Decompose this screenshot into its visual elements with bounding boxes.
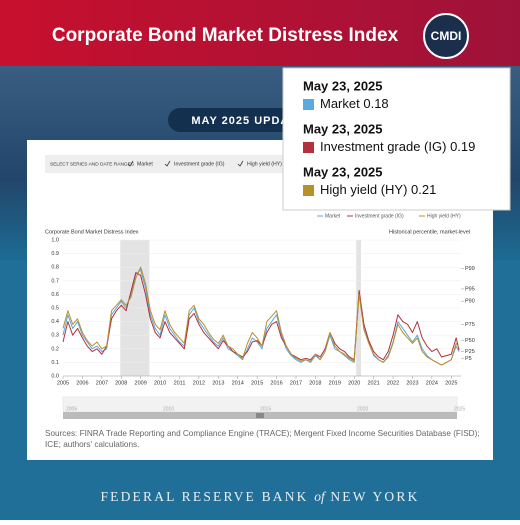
y2-tick-label: P75 [465,322,475,328]
range-label: 2015 [260,406,271,412]
tooltip-series: Market [320,96,360,111]
checkbox [127,160,134,167]
tooltip-series: Investment grade (IG) [320,139,446,154]
y2-tick-label: P95 [465,286,475,292]
x-tick-label: 2019 [329,380,341,386]
checkbox-label: Market [137,161,153,167]
footer-part: FEDERAL RESERVE BANK [100,489,308,504]
y-tick-label: 0.5 [51,305,59,311]
x-tick-label: 2013 [212,380,224,386]
tooltip-swatch [303,185,314,196]
controls-label: SELECT SERIES AND DATE RANGES [50,161,134,167]
y2-tick-label: P50 [465,338,475,344]
x-tick-label: 2014 [232,380,244,386]
badge [423,13,469,59]
y-tick-label: 0.7 [51,278,59,284]
tooltip-date: May 23, 2025 [303,78,383,93]
tooltip-series: High yield (HY) [320,182,407,197]
tooltip-swatch [303,99,314,110]
x-tick-label: 2020 [348,380,360,386]
y2-label: Historical percentile, market-level [389,229,470,235]
legend-label: High yield (HY) [427,213,461,219]
y2-tick-label: P99 [465,266,475,272]
footer-part: NEW YORK [330,489,419,504]
x-tick-label: 2022 [387,380,399,386]
x-tick-label: 2008 [115,380,127,386]
checkbox-label: High yield (HY) [247,161,282,167]
legend-label: Investment grade (IG) [355,213,404,219]
y-tick-label: 0.0 [51,373,59,379]
tooltip-entry: High yield (HY) 0.21 [320,182,436,197]
checkbox [237,160,244,167]
scroll-handle[interactable] [256,413,264,418]
y-tick-label: 1.0 [51,237,59,243]
tooltip-entry: Market 0.18 [320,96,389,111]
title: Corporate Bond Market Distress Index [52,25,399,46]
tooltip [282,67,511,211]
y2-tick-label: P25 [465,349,475,355]
x-tick-label: 2012 [193,380,205,386]
x-tick-label: 2011 [174,380,186,386]
x-tick-label: 2009 [135,380,147,386]
y-tick-label: 0.8 [51,265,59,271]
x-tick-label: 2021 [368,380,380,386]
tooltip-value: 0.21 [411,182,436,197]
y-tick-label: 0.3 [51,333,59,339]
tooltip-entry: Investment grade (IG) 0.19 [320,139,475,154]
footer: FEDERAL RESERVE BANK of NEW YORK [100,489,419,504]
x-tick-label: 2024 [426,380,438,386]
y-tick-label: 0.6 [51,292,59,298]
tooltip-value: 0.18 [363,96,388,111]
x-tick-label: 2017 [290,380,302,386]
range-label: 2020 [357,406,368,412]
update-label: MAY 2025 UPDATE [191,115,304,127]
checkbox-label: Investment grade (IG) [174,161,225,167]
range-label: 2025 [454,406,465,412]
x-tick-label: 2025 [445,380,457,386]
checkbox [164,160,171,167]
x-tick-label: 2023 [406,380,418,386]
x-tick-label: 2016 [270,380,282,386]
range-label: 2010 [163,406,174,412]
x-tick-label: 2010 [154,380,166,386]
legend-label: Market [325,213,341,219]
y2-tick-label: P90 [465,299,475,305]
y-tick-label: 0.1 [51,360,59,366]
x-tick-label: 2015 [251,380,263,386]
x-tick-label: 2006 [76,380,88,386]
y-tick-label: 0.4 [51,319,59,325]
x-tick-label: 2018 [309,380,321,386]
series-line [62,266,460,366]
y-tick-label: 0.2 [51,346,59,352]
tooltip-date: May 23, 2025 [303,121,383,136]
chart-title: Corporate Bond Market Distress Index [45,229,139,235]
x-tick-label: 2005 [57,380,69,386]
y-tick-label: 0.9 [51,251,59,257]
tooltip-swatch [303,142,314,153]
y2-tick-label: P5 [465,356,472,362]
source-line-1: Sources: FINRA Trade Reporting and Compl… [45,429,480,438]
x-tick-label: 2007 [96,380,108,386]
badge-text: CMDI [431,29,462,43]
tooltip-value: 0.19 [450,139,475,154]
range-label: 2005 [66,406,77,412]
tooltip-date: May 23, 2025 [303,164,383,179]
footer-part: of [314,489,327,504]
source-line-2: ICE; authors' calculations. [45,440,139,449]
